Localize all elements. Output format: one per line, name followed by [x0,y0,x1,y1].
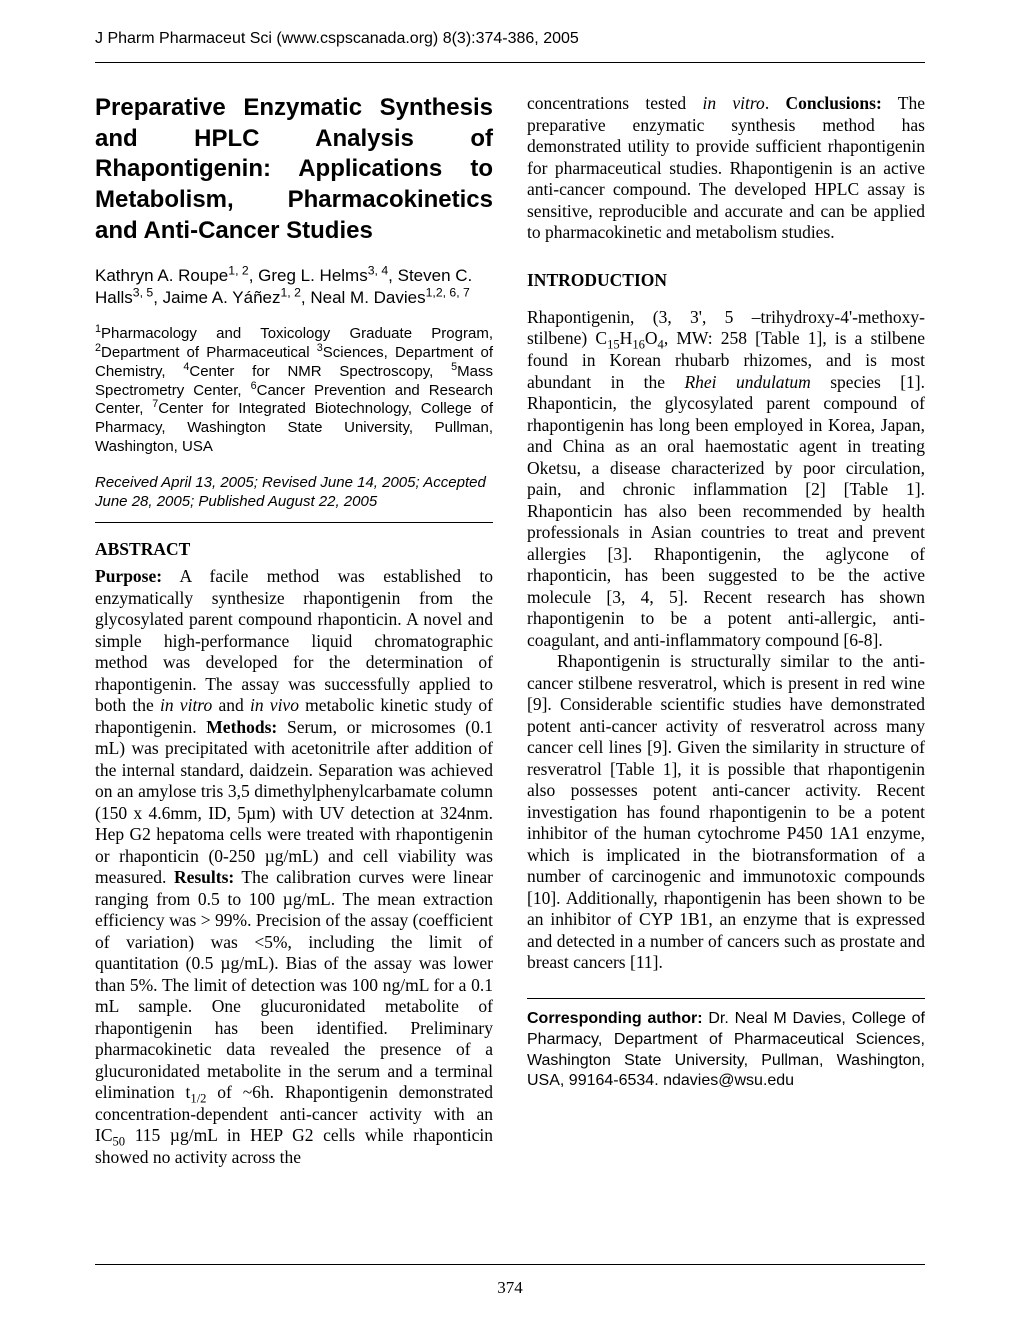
abstract-body: Purpose: A facile method was established… [95,566,493,1168]
corresponding-author: Corresponding author: Dr. Neal M Davies,… [527,1009,925,1092]
conclusions-text: The preparative enzymatic synthesis meth… [527,93,925,242]
in-vitro: in vitro [160,695,212,715]
abstract-continued: concentrations tested in vitro. Conclusi… [527,93,925,244]
in-vivo: in vivo [250,695,299,715]
results-label: Results: [174,867,234,887]
results-text: The calibration curves were linear rangi… [95,867,493,1167]
abstract-top-rule [95,522,493,523]
header-rule [95,62,925,63]
purpose-label: Purpose: [95,566,162,586]
concl-lead: concentrations tested in vitro. [527,93,786,113]
corresponding-rule [527,998,925,999]
corresponding-label: Corresponding author: [527,1010,703,1027]
methods-label: Methods: [206,717,277,737]
article-title: Preparative Enzymatic Synthesis and HPLC… [95,93,493,247]
right-column: concentrations tested in vitro. Conclusi… [527,93,925,1169]
purpose-text-1: A facile method was established to enzym… [95,566,493,715]
intro-paragraph-1: Rhapontigenin, (3, 3', 5 –trihydroxy-4'-… [527,307,925,651]
page: J Pharm Pharmaceut Sci (www.cspscanada.o… [0,0,1020,1320]
two-column-layout: Preparative Enzymatic Synthesis and HPLC… [95,93,925,1169]
page-number: 374 [0,1278,1020,1298]
introduction-heading: INTRODUCTION [527,270,925,291]
abstract-heading: ABSTRACT [95,539,493,560]
left-column: Preparative Enzymatic Synthesis and HPLC… [95,93,493,1169]
journal-header: J Pharm Pharmaceut Sci (www.cspscanada.o… [95,30,925,58]
author-list: Kathryn A. Roupe1, 2, Greg L. Helms3, 4,… [95,265,493,310]
methods-text: Serum, or microsomes (0.1 mL) was precip… [95,717,493,888]
and-text: and [212,695,250,715]
intro-paragraph-2: Rhapontigenin is structurally similar to… [527,651,925,974]
article-dates: Received April 13, 2005; Revised June 14… [95,473,493,512]
footer-rule [95,1264,925,1265]
affiliations: 1Pharmacology and Toxicology Graduate Pr… [95,325,493,456]
introduction-body: Rhapontigenin, (3, 3', 5 –trihydroxy-4'-… [527,307,925,974]
conclusions-label: Conclusions: [786,93,882,113]
